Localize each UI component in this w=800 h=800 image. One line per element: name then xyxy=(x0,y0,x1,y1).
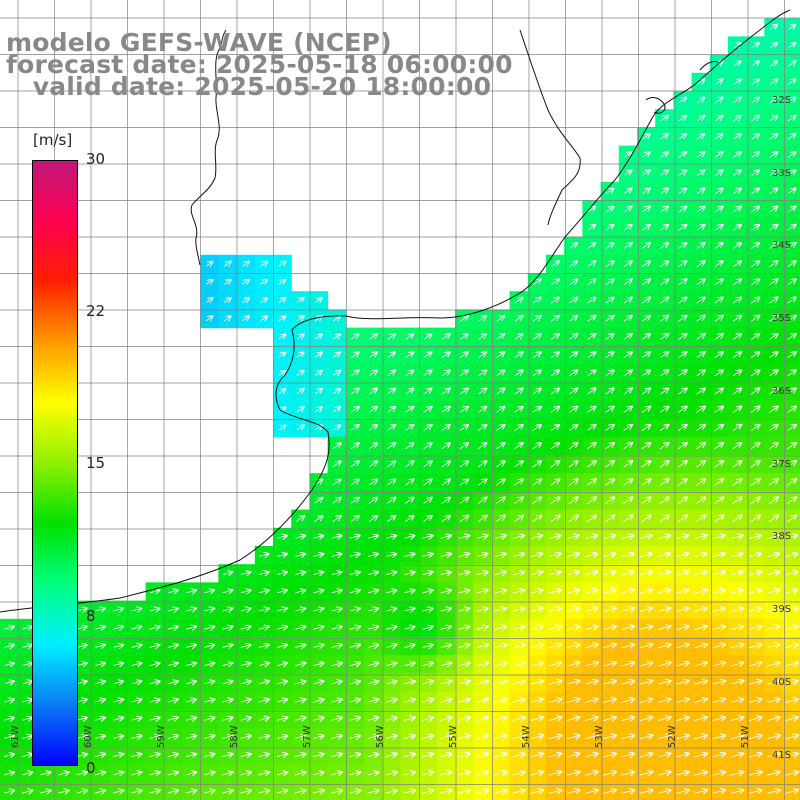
wind-cell xyxy=(782,782,800,800)
colorbar-tick-8: 8 xyxy=(86,607,96,625)
title-valid-date: valid date: 2025-05-20 18:00:00 xyxy=(6,72,492,101)
lon-label: 54W xyxy=(521,725,532,748)
lon-label: 51W xyxy=(740,725,751,748)
lon-label: 59W xyxy=(156,725,167,748)
lon-label: 57W xyxy=(302,725,313,748)
lat-label: 34S xyxy=(772,240,792,251)
colorbar xyxy=(32,160,78,766)
colorbar-tick-15: 15 xyxy=(86,454,106,472)
colorbar-tick-22: 22 xyxy=(86,302,106,320)
lon-label: 61W xyxy=(10,725,21,748)
lon-label: 56W xyxy=(375,725,386,748)
colorbar-tick-0: 0 xyxy=(86,759,96,777)
lat-label: 36S xyxy=(772,386,792,397)
lat-label: 35S xyxy=(772,313,792,324)
lat-label: 41S xyxy=(772,750,792,761)
lon-label: 55W xyxy=(448,725,459,748)
lat-label: 39S xyxy=(772,604,792,615)
lat-label: 33S xyxy=(772,168,792,179)
lon-label: 60W xyxy=(83,725,94,748)
lat-label: 37S xyxy=(772,459,792,470)
colorbar-tick-30: 30 xyxy=(86,150,106,168)
colorbar-unit: [m/s] xyxy=(33,131,73,149)
lat-label: 38S xyxy=(772,531,792,542)
lat-label: 32S xyxy=(772,95,792,106)
lon-label: 53W xyxy=(594,725,605,748)
lat-label: 40S xyxy=(772,677,792,688)
lon-label: 58W xyxy=(229,725,240,748)
lon-label: 52W xyxy=(667,725,678,748)
